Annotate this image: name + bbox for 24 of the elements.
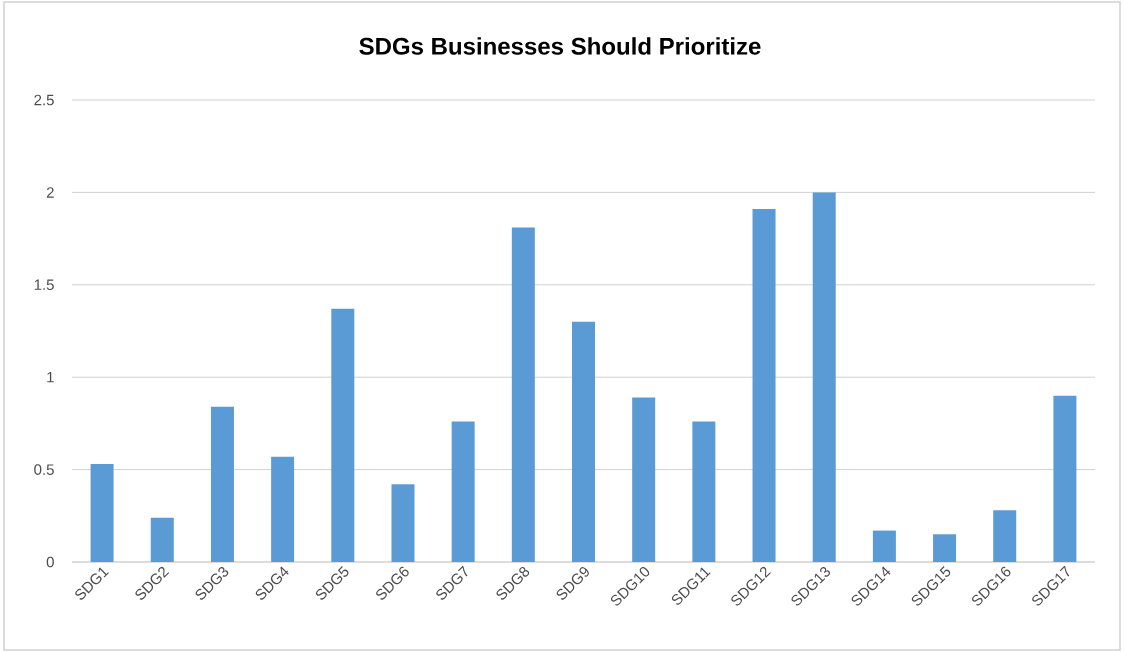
y-tick-label: 1 — [47, 372, 54, 383]
bar — [271, 456, 295, 562]
bar — [331, 308, 355, 562]
bar — [993, 510, 1017, 562]
bar — [90, 464, 114, 562]
bar — [752, 209, 776, 562]
bar — [210, 406, 234, 562]
y-tick-label: 1.5 — [34, 279, 54, 291]
y-tick-label: 2 — [46, 187, 54, 198]
y-tick-label: 0 — [46, 556, 54, 568]
bar — [812, 192, 836, 562]
bar — [692, 421, 716, 562]
bar — [872, 530, 896, 562]
bar — [632, 397, 656, 562]
bar — [150, 517, 174, 562]
bar — [391, 484, 415, 562]
y-tick-label: 2.5 — [34, 94, 54, 106]
bar — [451, 421, 475, 562]
bar — [1053, 395, 1077, 562]
bar — [511, 227, 535, 562]
chart-title: SDGs Businesses Should Prioritize — [359, 37, 761, 55]
bar — [933, 534, 957, 562]
y-tick-label: 0.5 — [34, 464, 54, 475]
bar — [572, 321, 595, 562]
